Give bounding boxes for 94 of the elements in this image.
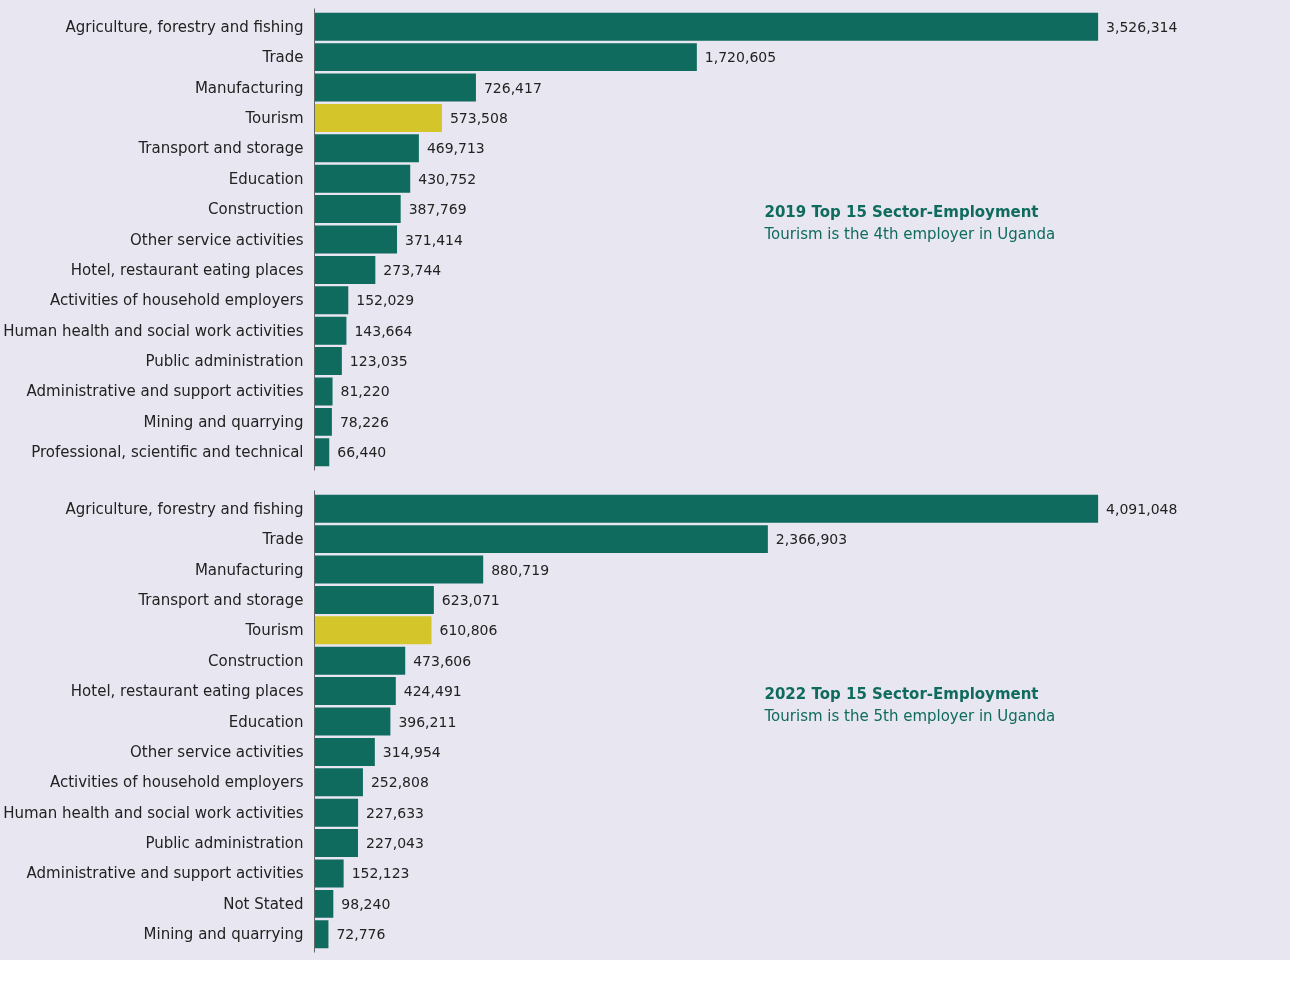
y-tick-label: Education bbox=[228, 712, 304, 731]
data-label: 2,366,903 bbox=[775, 531, 848, 548]
data-label: 573,508 bbox=[449, 109, 508, 126]
data-label: 387,769 bbox=[408, 201, 467, 218]
bar bbox=[314, 255, 376, 284]
y-tick-label: Construction bbox=[207, 651, 304, 670]
bar bbox=[314, 859, 344, 888]
y-tick-label: Trade bbox=[261, 48, 304, 67]
y-tick-label: Tourism bbox=[244, 621, 304, 640]
bar bbox=[314, 195, 401, 224]
bar bbox=[314, 164, 411, 193]
data-label: 314,954 bbox=[382, 743, 441, 760]
bar bbox=[314, 525, 768, 554]
bar bbox=[314, 737, 375, 766]
y-tick-label: Agriculture, forestry and fishing bbox=[65, 17, 304, 36]
y-tick-label: Hotel, restaurant eating places bbox=[70, 682, 304, 701]
bar bbox=[314, 798, 359, 827]
data-label: 78,226 bbox=[339, 413, 389, 430]
bar bbox=[314, 73, 476, 102]
data-label: 880,719 bbox=[491, 561, 550, 578]
y-tick-label: Other service activities bbox=[130, 742, 304, 761]
data-label: 252,808 bbox=[370, 774, 429, 791]
data-label: 152,123 bbox=[351, 865, 410, 882]
data-label: 424,491 bbox=[403, 683, 462, 700]
bar bbox=[314, 438, 330, 467]
y-tick-label: Mining and quarrying bbox=[143, 925, 304, 944]
bar bbox=[314, 377, 333, 406]
data-label: 143,664 bbox=[354, 322, 413, 339]
y-tick-label: Mining and quarrying bbox=[143, 412, 304, 431]
bar bbox=[314, 134, 419, 163]
bar bbox=[314, 12, 1099, 41]
data-label: 430,752 bbox=[418, 170, 477, 187]
bar bbox=[314, 585, 434, 614]
data-label: 72,776 bbox=[336, 926, 386, 943]
data-label: 396,211 bbox=[398, 713, 457, 730]
y-tick-label: Other service activities bbox=[130, 230, 304, 249]
data-label: 227,633 bbox=[366, 804, 425, 821]
annotation: Tourism is the 4th employer in Uganda bbox=[763, 224, 1056, 243]
data-label: 227,043 bbox=[365, 835, 424, 852]
y-tick-label: Public administration bbox=[145, 352, 304, 371]
data-label: 1,720,605 bbox=[704, 49, 777, 66]
y-tick-label: Transport and storage bbox=[137, 590, 304, 609]
y-tick-label: Administrative and support activities bbox=[26, 382, 304, 401]
data-label: 98,240 bbox=[341, 895, 391, 912]
bar bbox=[314, 555, 484, 584]
bar bbox=[314, 407, 332, 436]
data-label: 473,606 bbox=[413, 652, 472, 669]
y-tick-label: Activities of household employers bbox=[49, 291, 304, 310]
y-tick-label: Human health and social work activities bbox=[3, 803, 304, 822]
bar bbox=[314, 103, 442, 132]
bar bbox=[314, 43, 697, 72]
bar bbox=[314, 316, 347, 345]
bar bbox=[314, 768, 363, 797]
data-label: 152,029 bbox=[356, 292, 415, 309]
data-label: 4,091,048 bbox=[1106, 500, 1178, 517]
bar bbox=[314, 494, 1099, 523]
data-label: 610,806 bbox=[439, 622, 498, 639]
annotation: 2022 Top 15 Sector-Employment bbox=[764, 684, 1039, 703]
y-tick-label: Construction bbox=[207, 200, 304, 219]
y-tick-label: Professional, scientific and technical bbox=[31, 443, 304, 462]
y-tick-label: Not Stated bbox=[223, 894, 304, 913]
y-tick-label: Education bbox=[228, 169, 304, 188]
bar bbox=[314, 286, 349, 315]
bar bbox=[314, 707, 391, 736]
data-label: 66,440 bbox=[337, 444, 387, 461]
y-tick-label: Hotel, restaurant eating places bbox=[70, 260, 304, 279]
bar bbox=[314, 889, 334, 918]
y-tick-label: Public administration bbox=[145, 834, 304, 853]
bar bbox=[314, 225, 398, 254]
y-tick-label: Tourism bbox=[244, 108, 304, 127]
annotation: 2019 Top 15 Sector-Employment bbox=[764, 202, 1039, 221]
annotation: Tourism is the 5th employer in Uganda bbox=[763, 706, 1056, 725]
y-tick-label: Manufacturing bbox=[194, 78, 304, 97]
bar bbox=[314, 616, 432, 645]
data-label: 81,220 bbox=[340, 383, 390, 400]
y-tick-label: Trade bbox=[261, 530, 304, 549]
data-label: 623,071 bbox=[441, 591, 500, 608]
y-tick-label: Administrative and support activities bbox=[26, 864, 304, 883]
y-tick-label: Activities of household employers bbox=[49, 773, 304, 792]
data-label: 726,417 bbox=[483, 79, 542, 96]
data-label: 3,526,314 bbox=[1106, 18, 1178, 35]
y-tick-label: Agriculture, forestry and fishing bbox=[65, 499, 304, 518]
data-label: 469,713 bbox=[426, 140, 485, 157]
bar bbox=[314, 920, 329, 949]
data-label: 371,414 bbox=[405, 231, 464, 248]
y-tick-label: Transport and storage bbox=[137, 139, 304, 158]
y-tick-label: Manufacturing bbox=[194, 560, 304, 579]
data-label: 273,744 bbox=[383, 261, 442, 278]
bar bbox=[314, 646, 406, 675]
bar bbox=[314, 677, 396, 706]
bar bbox=[314, 829, 358, 858]
data-label: 123,035 bbox=[349, 353, 408, 370]
y-tick-label: Human health and social work activities bbox=[3, 321, 304, 340]
bar bbox=[314, 347, 342, 376]
